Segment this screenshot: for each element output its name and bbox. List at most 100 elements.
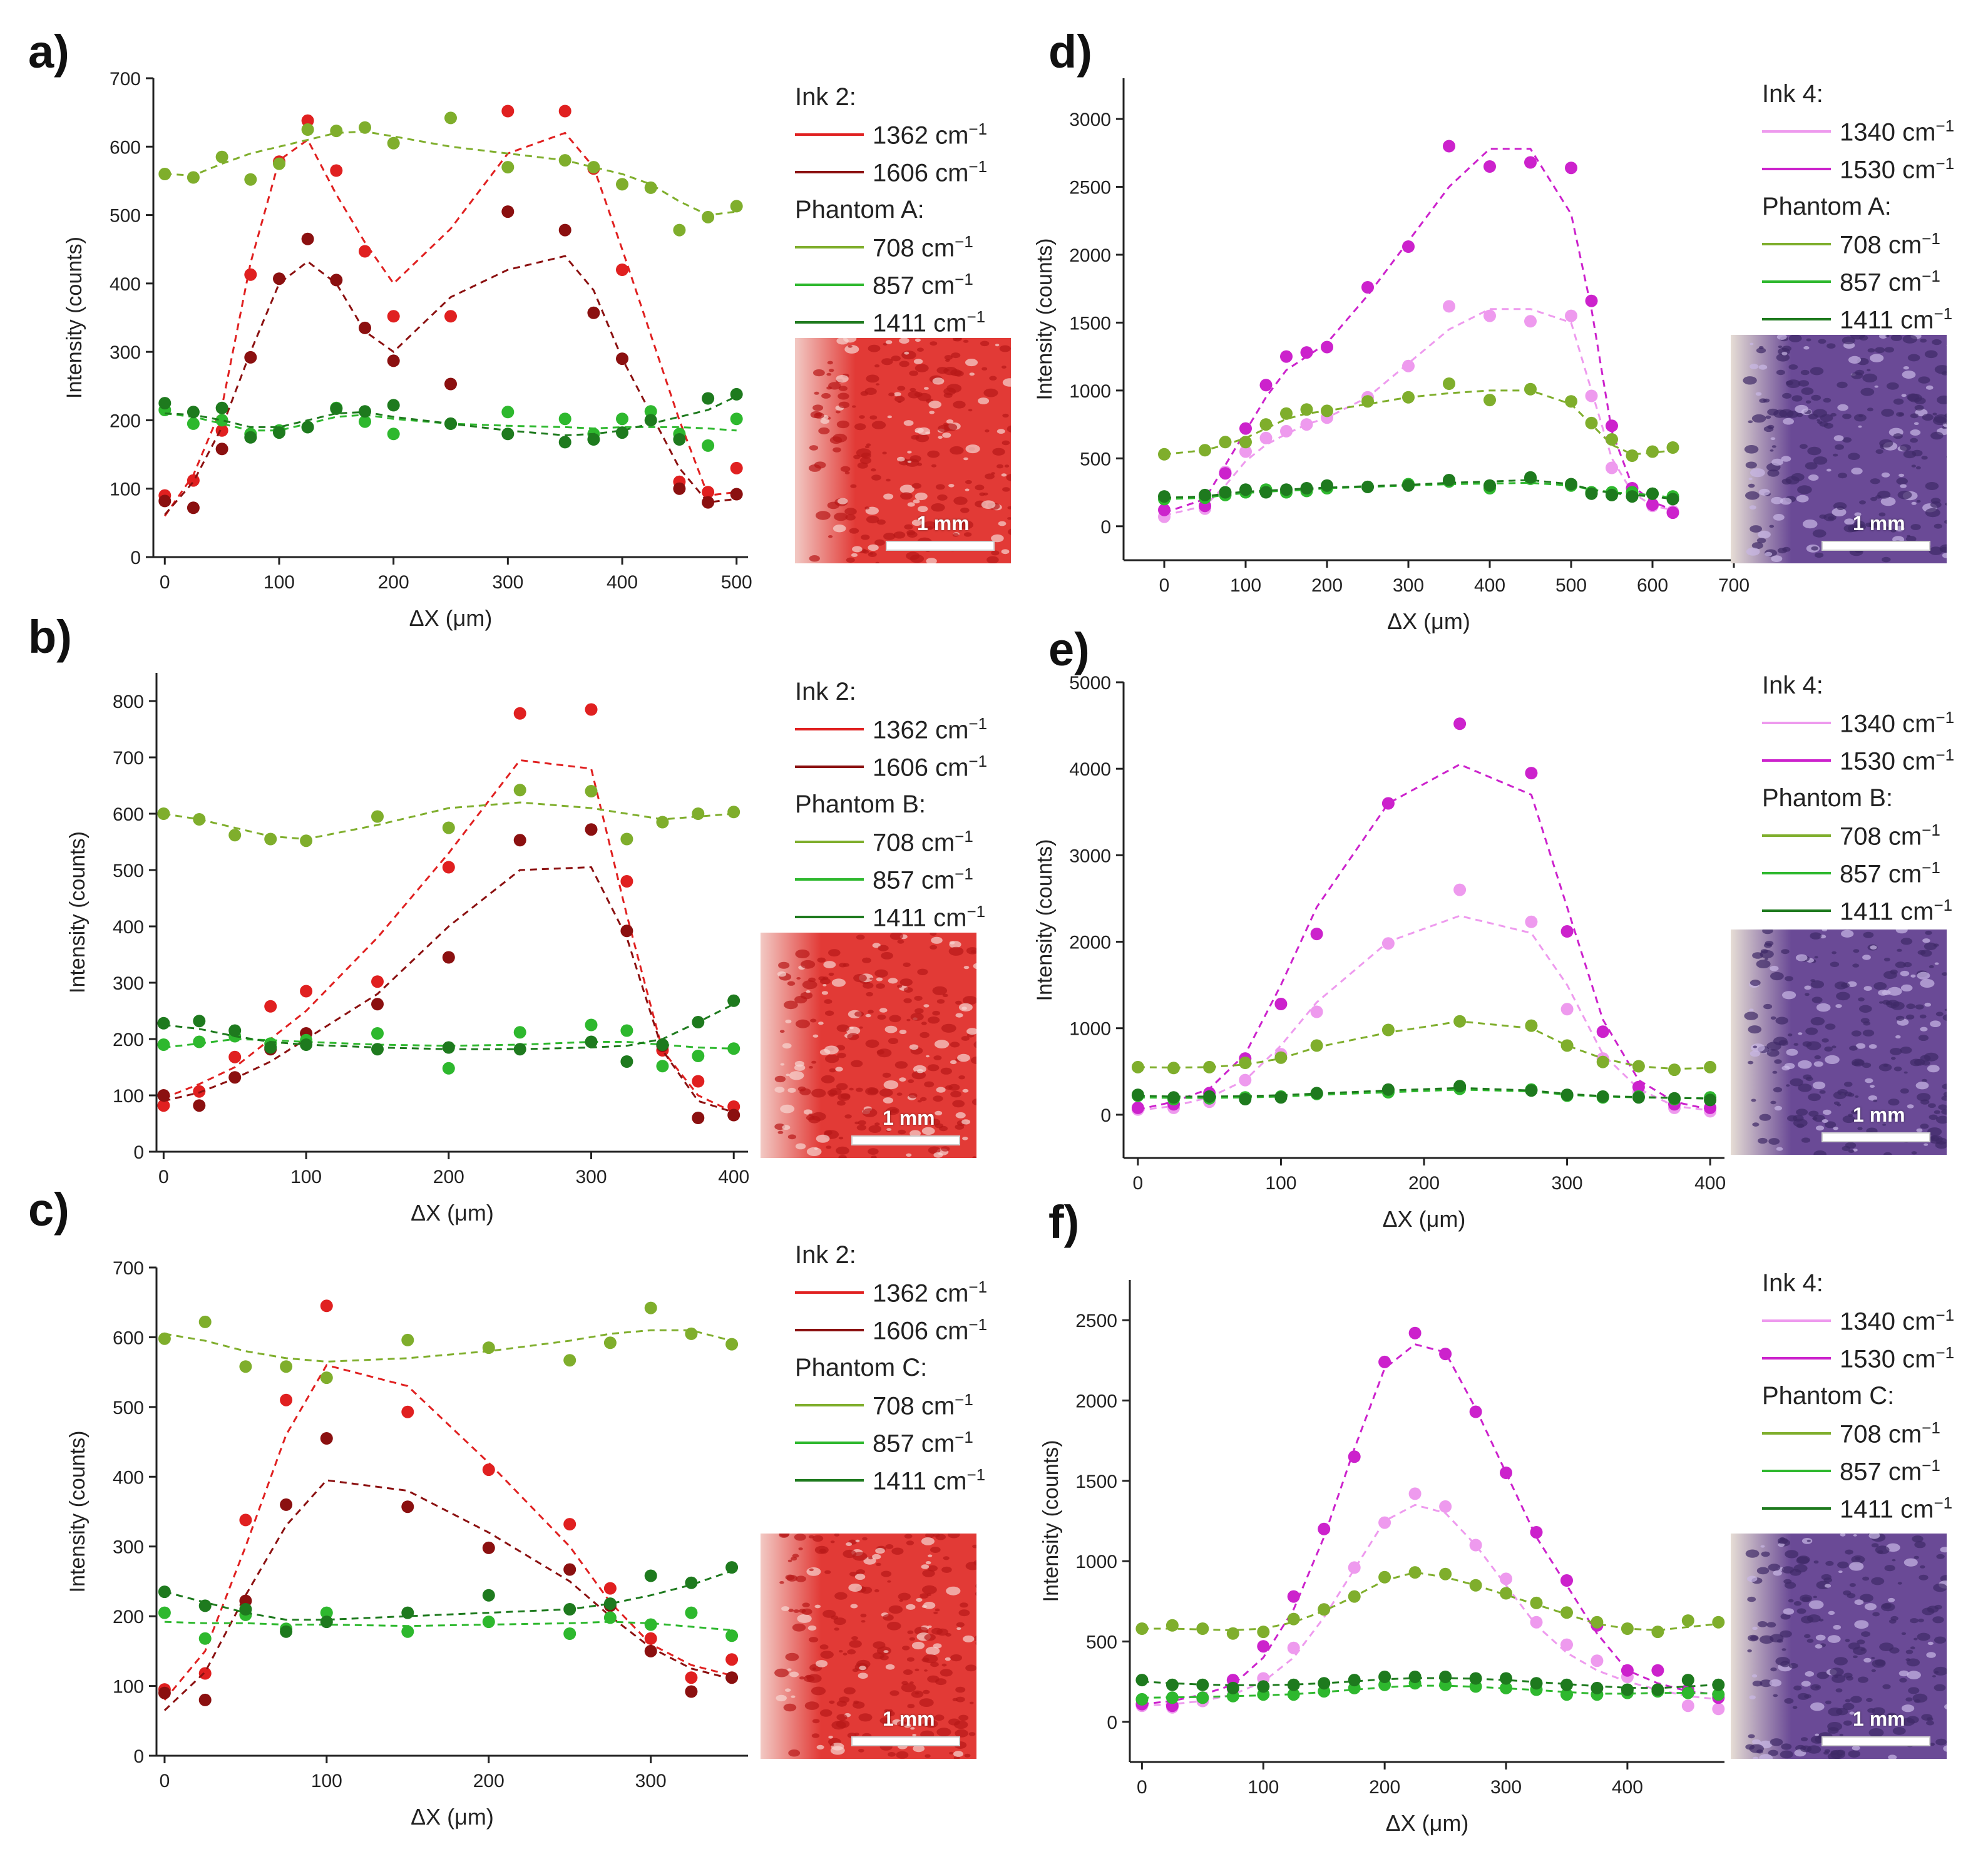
texture-speck [1765,416,1771,419]
texture-speck [1876,449,1883,454]
texture-speck [853,1668,859,1672]
texture-speck [886,479,891,482]
texture-speck [913,499,920,504]
legend-label-exponent: −1 [955,827,973,846]
texture-speck [961,1006,967,1010]
texture-speck [933,1095,943,1102]
legend-item: 1530 cm−1 [1762,1339,1954,1377]
texture-speck [1870,945,1877,950]
texture-speck [1900,1088,1909,1093]
legend-group-title: Phantom A: [795,191,987,228]
data-point [1483,479,1496,492]
texture-speck [1008,528,1011,536]
texture-speck [777,971,786,977]
texture-speck [861,1620,866,1622]
data-point [1470,1539,1482,1552]
y-tick-label: 100 [113,1086,144,1107]
data-point [616,178,628,190]
legend-item: 1530 cm−1 [1762,150,1954,188]
texture-speck [1910,1618,1919,1623]
texture-speck [1778,548,1787,553]
data-point [1483,394,1496,406]
texture-speck [1941,1096,1947,1101]
texture-speck [1759,489,1770,496]
x-tick-label: 300 [1552,1173,1583,1194]
x-tick-label: 100 [264,572,295,593]
texture-speck [1895,1035,1901,1038]
x-axis-label: ΔX (μm) [409,605,493,631]
series-ink4_1340 [1132,884,1716,1118]
legend-swatch [1762,318,1831,320]
series-ph_857 [1158,473,1679,506]
texture-speck [950,1042,960,1047]
texture-speck [1903,366,1909,369]
texture-speck [1823,1110,1832,1115]
legend-label-exponent: −1 [955,864,973,883]
texture-speck [1900,444,1911,451]
legend-label: 708 cm−1 [1840,229,1940,259]
microscope-texture [1731,930,1947,1155]
texture-speck [834,1617,846,1625]
texture-speck [961,1119,970,1124]
legend-label-exponent: −1 [968,752,987,771]
texture-speck [1900,971,1910,976]
y-axis-label: Intensity (counts) [66,1431,90,1593]
data-point [239,1603,252,1616]
texture-speck [912,483,921,489]
texture-speck [1885,347,1894,352]
texture-speck [1757,1567,1769,1575]
texture-speck [936,484,945,489]
legend-label: 1362 cm−1 [873,714,987,744]
texture-speck [843,963,849,967]
texture-speck [1789,335,1802,342]
texture-speck [1749,1744,1764,1753]
texture-speck [1872,1669,1876,1672]
texture-speck [904,420,914,426]
texture-speck [1916,466,1921,469]
data-point [1439,1500,1452,1513]
texture-speck [812,1535,823,1542]
texture-speck [1919,1575,1928,1580]
texture-speck [917,1069,924,1073]
texture-speck [1882,1684,1890,1689]
data-point [620,1025,633,1037]
texture-speck [823,961,836,968]
y-axis-label: Intensity (counts) [63,237,86,399]
texture-speck [1773,514,1785,521]
data-point [1586,390,1598,402]
data-point [604,1336,617,1349]
data-point [302,233,314,245]
texture-speck [903,963,911,967]
data-point [273,272,285,285]
data-point [1453,1080,1466,1092]
texture-speck [796,1575,806,1582]
texture-speck [849,528,859,534]
data-point [725,1653,738,1666]
texture-speck [875,1548,885,1554]
texture-speck [1833,1625,1842,1630]
texture-speck [862,958,871,963]
data-point [1530,1526,1543,1539]
texture-speck [818,428,829,434]
x-tick-label: 300 [492,572,523,593]
data-point [1301,418,1313,431]
texture-speck [1804,1634,1811,1638]
data-point [585,1019,598,1032]
scale-bar [851,1736,960,1746]
data-point [727,1042,740,1055]
texture-speck [816,413,821,416]
data-point [359,245,371,258]
data-point [1591,1616,1603,1629]
texture-speck [1805,993,1810,996]
texture-speck [871,1155,876,1158]
texture-speck [1748,1061,1753,1065]
legend-label: 708 cm−1 [873,1390,973,1420]
texture-speck [1903,335,1917,344]
texture-speck [887,1622,901,1631]
texture-speck [973,963,976,970]
data-point [1443,140,1455,153]
data-point [187,474,200,487]
texture-speck [907,1631,913,1634]
legend-item: 708 cm−1 [1762,1415,1954,1452]
